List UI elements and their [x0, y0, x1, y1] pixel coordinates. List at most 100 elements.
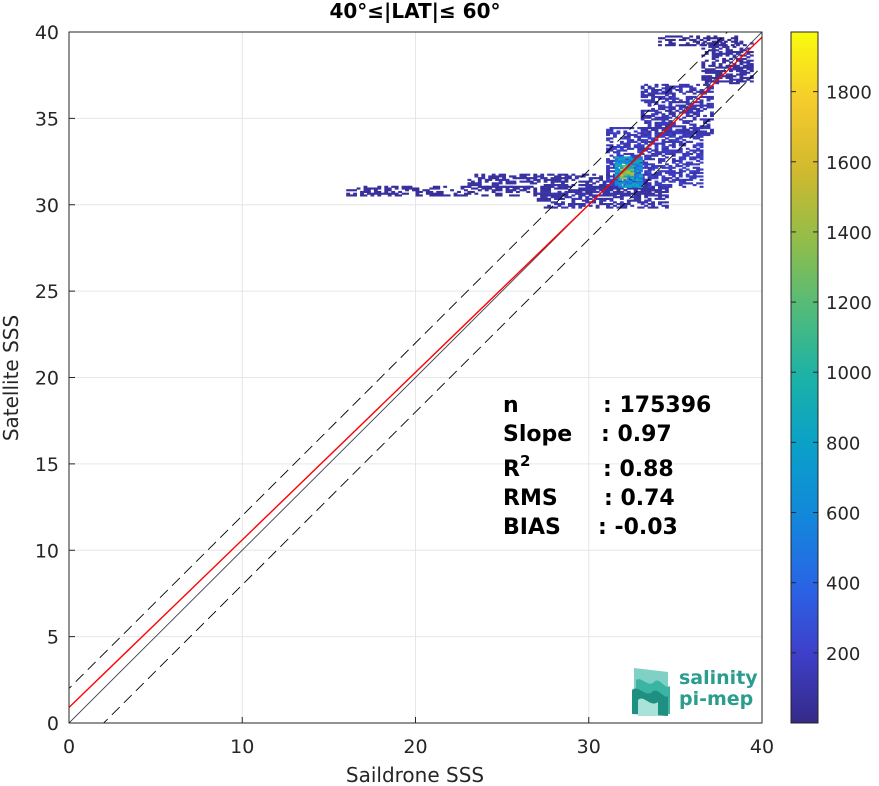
density-cell [661, 127, 666, 130]
density-cell [484, 187, 489, 190]
density-cell [671, 94, 676, 97]
density-cell [609, 185, 614, 188]
density-cell [533, 182, 538, 185]
density-cell [664, 89, 669, 92]
density-cell [668, 35, 673, 38]
density-cell [618, 161, 623, 164]
density-cell [701, 63, 706, 66]
density-cell [732, 66, 737, 69]
density-cell [722, 61, 727, 64]
density-cell [675, 171, 680, 175]
density-cell [661, 114, 666, 118]
density-cell [661, 92, 666, 95]
chart-title: 40°≤|LAT|≤ 60° [329, 0, 500, 23]
density-cell [699, 127, 704, 130]
density-cell [736, 70, 740, 73]
density-cell [689, 175, 694, 178]
density-cell [644, 196, 649, 199]
density-cell [718, 80, 723, 83]
density-cell [720, 44, 725, 47]
density-cell [495, 192, 500, 195]
density-cell [543, 184, 548, 187]
density-cell [638, 173, 643, 176]
density-cell [599, 185, 604, 188]
density-cell [550, 201, 555, 204]
density-cell [732, 54, 737, 57]
density-cell [671, 35, 676, 38]
density-cell [498, 194, 503, 197]
density-cell [682, 109, 687, 112]
density-cell [619, 190, 624, 194]
density-cell [470, 190, 475, 194]
colorbar-tick-label: 1200 [826, 293, 872, 314]
density-cell [699, 146, 704, 149]
density-cell [647, 154, 652, 157]
density-cell [689, 120, 694, 123]
density-cell [711, 40, 716, 43]
density-cell [578, 187, 583, 190]
density-cell [661, 170, 666, 173]
density-cell [661, 147, 666, 150]
density-cell [401, 192, 406, 195]
density-cell [647, 94, 652, 97]
density-cell [554, 177, 558, 180]
density-cell [543, 187, 548, 190]
density-cell [668, 152, 673, 156]
density-cell [715, 73, 720, 76]
density-cell [533, 177, 538, 180]
density-cell [647, 203, 652, 206]
density-cell [626, 203, 631, 206]
density-cell [644, 190, 649, 194]
density-cell [692, 175, 697, 178]
density-cell [692, 144, 697, 147]
density-cell [671, 85, 676, 88]
density-cell [671, 175, 676, 178]
density-cell [696, 113, 701, 116]
density-cell [671, 178, 676, 181]
density-cell [626, 194, 631, 197]
density-cell [578, 196, 583, 199]
density-cell [484, 185, 489, 188]
density-cell [671, 173, 676, 176]
density-cell [640, 90, 645, 93]
density-cell [661, 135, 666, 138]
density-cell [725, 59, 730, 62]
density-cell [703, 92, 707, 95]
density-cell [718, 70, 723, 73]
density-cell [547, 189, 552, 192]
density-cell [536, 180, 541, 183]
density-cell [635, 166, 640, 169]
density-cell [729, 80, 733, 83]
density-cell [606, 180, 610, 183]
density-cell [585, 187, 590, 190]
density-cell [505, 189, 510, 192]
density-cell [661, 121, 666, 124]
density-cell [567, 177, 572, 180]
density-cell [647, 116, 652, 119]
density-cell [625, 182, 629, 185]
density-cell [685, 151, 690, 154]
density-cell [736, 80, 740, 83]
density-cell [415, 190, 420, 194]
density-cell [675, 128, 680, 131]
density-cell [671, 87, 676, 90]
density-cell [557, 204, 562, 207]
density-cell [696, 168, 701, 171]
density-cell [734, 37, 739, 40]
density-cell [626, 192, 631, 195]
density-cell [678, 149, 683, 152]
density-cell [704, 75, 709, 78]
density-cell [739, 66, 744, 69]
density-cell [661, 158, 666, 161]
density-cell [654, 147, 659, 150]
density-cell [678, 118, 683, 121]
density-cell [701, 42, 706, 45]
density-cell [626, 168, 631, 171]
density-cell [749, 42, 754, 45]
density-cell [644, 83, 649, 86]
density-cell [729, 75, 733, 78]
density-cell [658, 125, 662, 128]
density-cell [633, 154, 638, 157]
density-cell [623, 192, 628, 195]
density-cell [746, 56, 751, 59]
